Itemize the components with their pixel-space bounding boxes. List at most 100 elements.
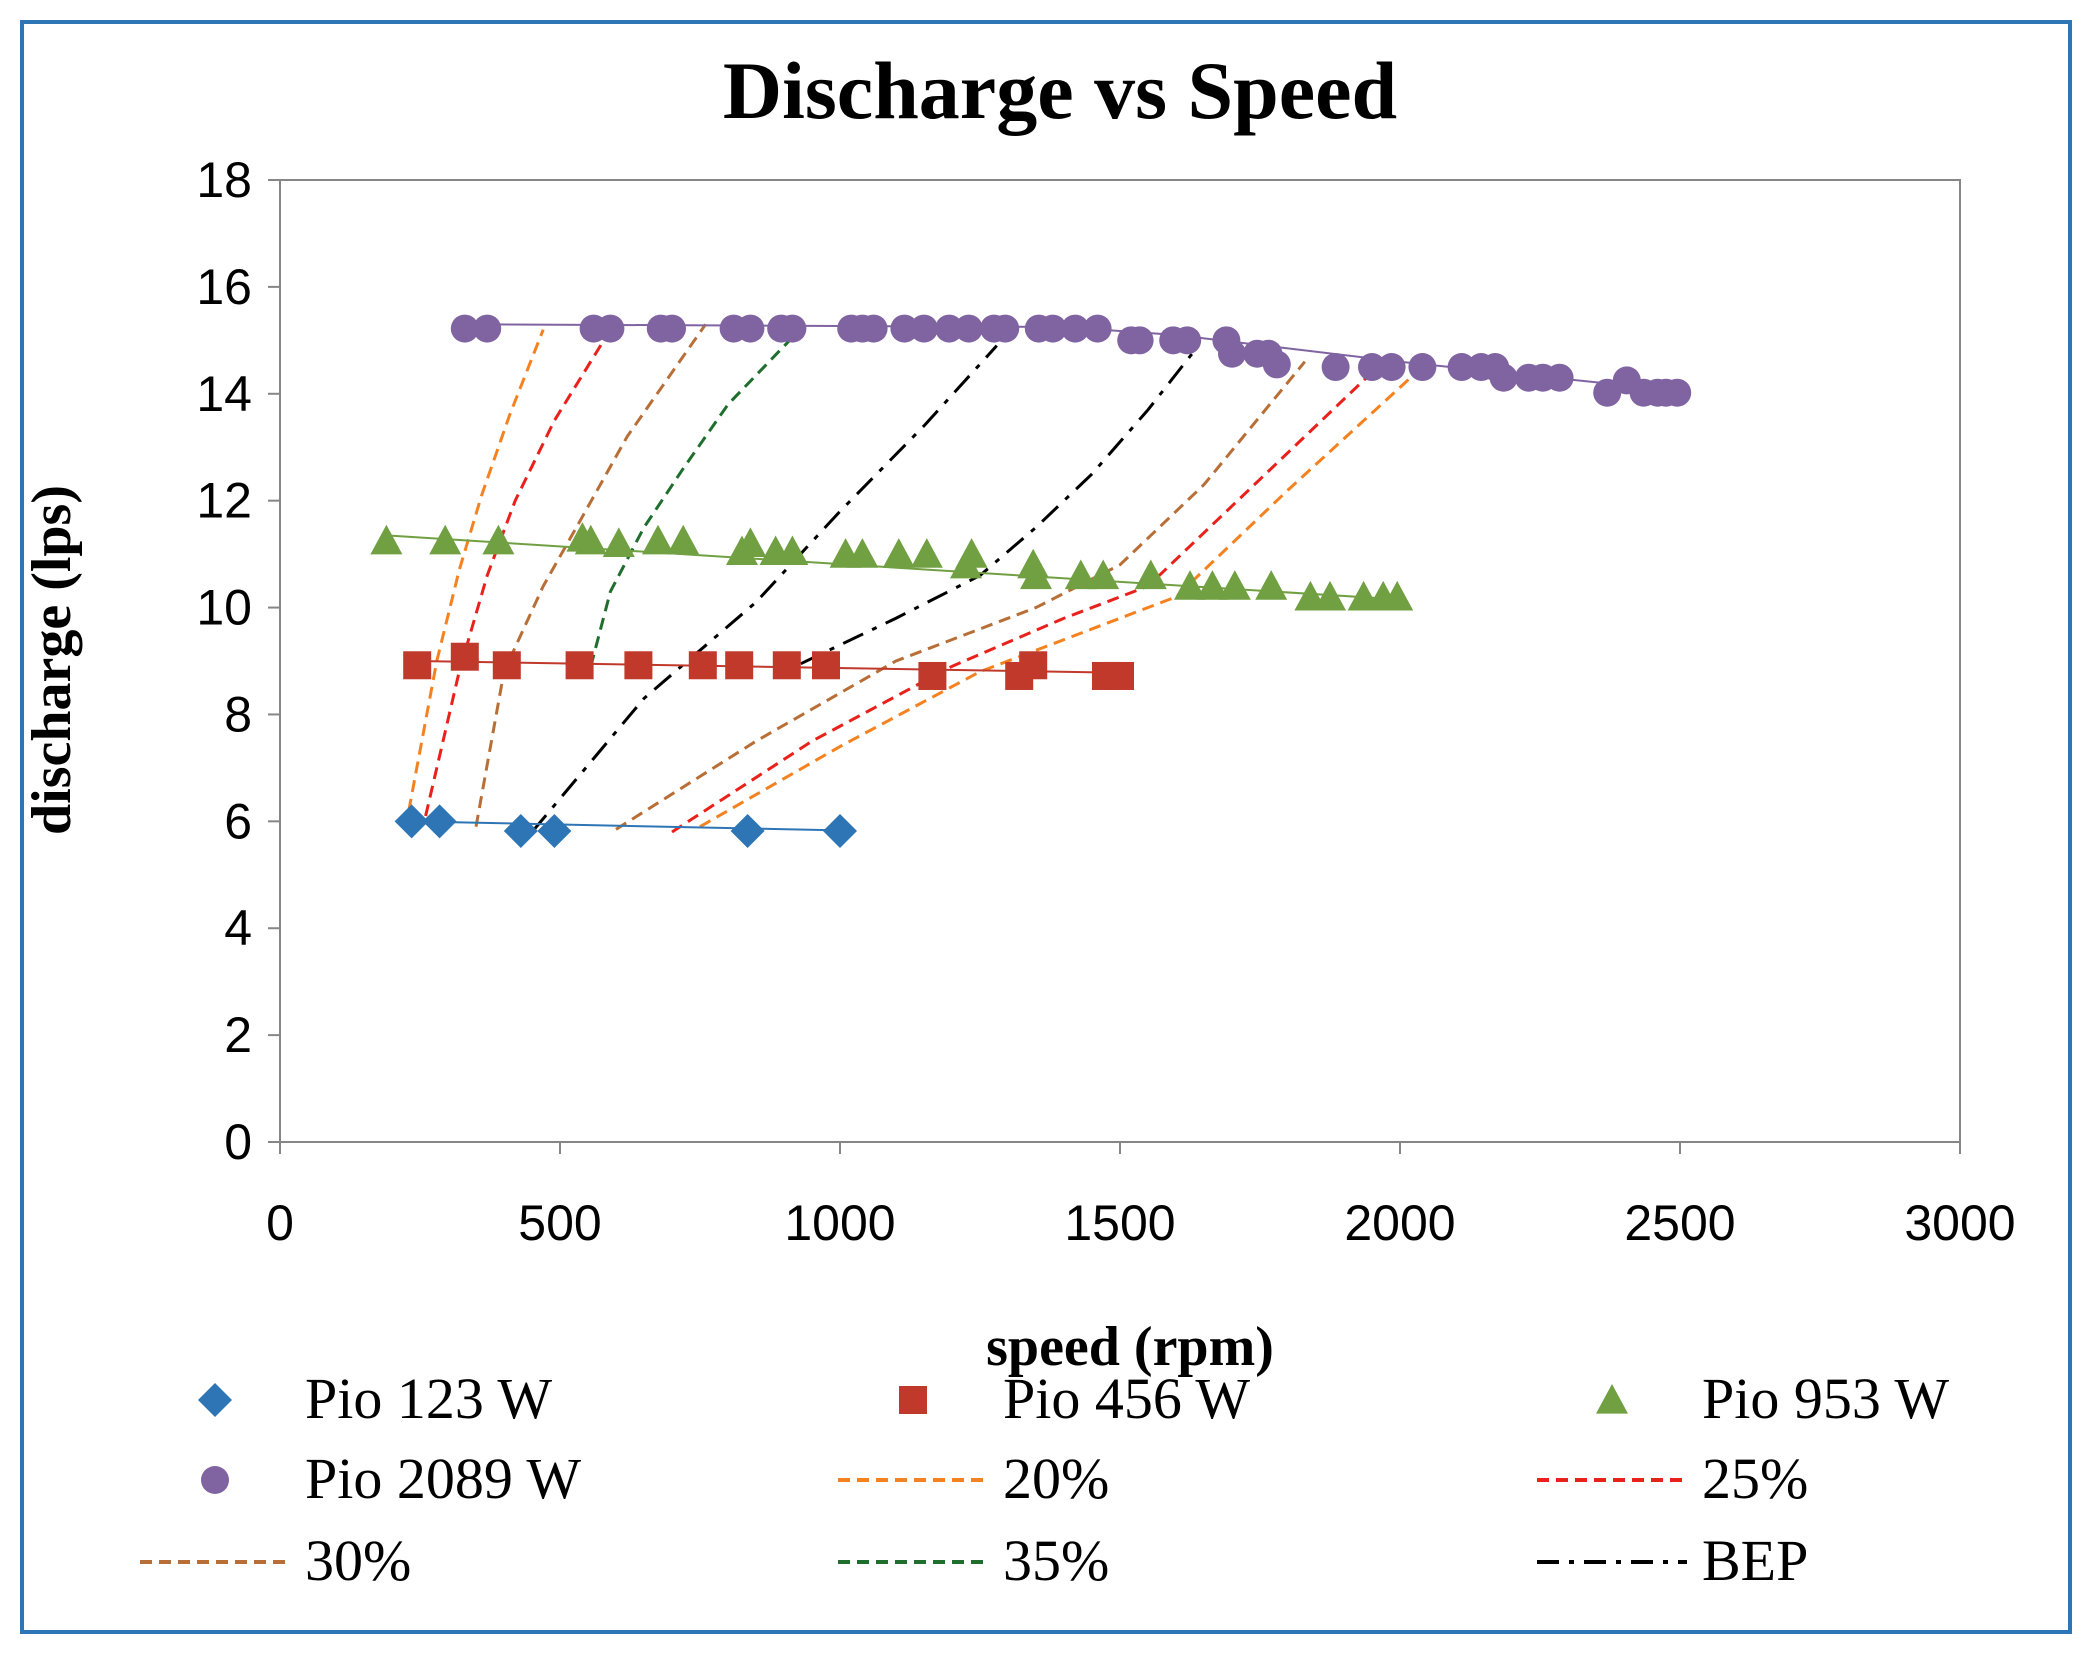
point-pio-953-w-23 bbox=[1174, 570, 1206, 600]
line-30pct-0 bbox=[474, 323, 707, 827]
point-pio-953-w-22 bbox=[1134, 559, 1167, 590]
point-pio-953-w-5 bbox=[602, 527, 635, 558]
legend-item-pio-2089-w: Pio 2089 W bbox=[201, 1446, 581, 1511]
legend-label-20pct: 20% bbox=[1003, 1446, 1109, 1511]
point-pio-2089-w-24 bbox=[1125, 326, 1154, 355]
series-pio-953-w bbox=[370, 522, 1414, 611]
legend-marker-pio-2089-w bbox=[201, 1466, 229, 1494]
point-pio-953-w-0 bbox=[370, 524, 403, 555]
y-tick-label-3: 6 bbox=[224, 793, 252, 849]
point-pio-456-w-5 bbox=[688, 651, 717, 680]
point-pio-953-w-21 bbox=[1087, 559, 1120, 590]
point-pio-123-w-2 bbox=[503, 813, 538, 848]
x-tick-label-4: 2000 bbox=[1344, 1195, 1455, 1251]
legend-item-bep: BEP bbox=[1537, 1528, 1808, 1593]
point-pio-953-w-9 bbox=[734, 527, 767, 558]
line-25pct-1 bbox=[671, 371, 1374, 834]
x-tick-label-0: 0 bbox=[266, 1195, 294, 1251]
trendline-pio-456-w bbox=[417, 660, 1121, 674]
point-pio-953-w-2 bbox=[482, 524, 515, 555]
point-pio-456-w-8 bbox=[812, 651, 840, 680]
point-pio-953-w-13 bbox=[846, 538, 879, 568]
y-axis-label: discharge (lps) bbox=[21, 485, 83, 835]
point-pio-2089-w-13 bbox=[890, 314, 919, 343]
point-pio-2089-w-28 bbox=[1218, 339, 1246, 368]
y-tick-label-9: 18 bbox=[196, 152, 252, 208]
point-pio-456-w-3 bbox=[565, 651, 594, 680]
point-pio-953-w-1 bbox=[429, 524, 462, 555]
legend-label-pio-953-w: Pio 953 W bbox=[1702, 1366, 1949, 1431]
legend-label-pio-456-w: Pio 456 W bbox=[1003, 1366, 1250, 1431]
legend-item-pio-953-w: Pio 953 W bbox=[1596, 1366, 1949, 1431]
line-bep-1 bbox=[800, 344, 1200, 666]
point-pio-2089-w-3 bbox=[596, 314, 625, 343]
chart-title: Discharge vs Speed bbox=[723, 45, 1397, 136]
point-pio-123-w-1 bbox=[422, 804, 457, 839]
point-pio-2089-w-26 bbox=[1173, 326, 1202, 355]
point-pio-953-w-31 bbox=[1381, 580, 1414, 611]
point-pio-2089-w-39 bbox=[1489, 363, 1518, 392]
point-pio-2089-w-16 bbox=[954, 314, 983, 343]
point-pio-953-w-24 bbox=[1196, 570, 1229, 600]
y-tick-label-8: 16 bbox=[196, 259, 252, 315]
y-tick-label-5: 10 bbox=[196, 580, 252, 636]
legend-item-20pct: 20% bbox=[838, 1446, 1109, 1511]
series-pio-456-w bbox=[403, 642, 1134, 690]
point-pio-2089-w-32 bbox=[1321, 353, 1350, 382]
point-pio-953-w-15 bbox=[910, 538, 943, 568]
y-tick-label-4: 8 bbox=[224, 686, 252, 742]
point-pio-2089-w-18 bbox=[991, 314, 1020, 343]
point-pio-953-w-26 bbox=[1255, 570, 1288, 600]
point-pio-456-w-9 bbox=[918, 661, 947, 690]
series-35pct bbox=[589, 339, 791, 667]
x-axis-label: speed (rpm) bbox=[986, 1316, 1274, 1378]
legend-label-25pct: 25% bbox=[1702, 1446, 1808, 1511]
y-tick-label-2: 4 bbox=[224, 900, 252, 956]
point-pio-2089-w-35 bbox=[1408, 353, 1437, 382]
line-20pct-1 bbox=[699, 360, 1430, 828]
series-30pct bbox=[474, 323, 1306, 831]
legend-marker-pio-953-w bbox=[1596, 1384, 1628, 1414]
point-pio-456-w-11 bbox=[1019, 651, 1048, 680]
line-30pct-1 bbox=[615, 360, 1306, 831]
plot-area bbox=[370, 314, 1692, 848]
y-tick-label-7: 14 bbox=[196, 366, 252, 422]
point-pio-953-w-28 bbox=[1314, 580, 1346, 611]
x-tick-label-3: 1500 bbox=[1064, 1195, 1175, 1251]
point-pio-2089-w-21 bbox=[1061, 314, 1090, 343]
point-pio-2089-w-20 bbox=[1038, 314, 1067, 343]
legend-label-pio-123-w: Pio 123 W bbox=[305, 1366, 552, 1431]
line-20pct-0 bbox=[407, 329, 545, 811]
point-pio-953-w-20 bbox=[1064, 559, 1097, 590]
legend-item-25pct: 25% bbox=[1537, 1446, 1808, 1511]
point-pio-123-w-5 bbox=[823, 813, 857, 848]
point-pio-2089-w-31 bbox=[1262, 350, 1291, 379]
point-pio-2089-w-5 bbox=[658, 314, 686, 343]
y-tick-label-0: 0 bbox=[224, 1114, 252, 1170]
point-pio-2089-w-36 bbox=[1447, 353, 1476, 382]
point-pio-953-w-4 bbox=[574, 524, 607, 555]
point-pio-953-w-6 bbox=[642, 524, 674, 555]
point-pio-2089-w-33 bbox=[1358, 353, 1386, 382]
x-tick-label-1: 500 bbox=[518, 1195, 601, 1251]
point-pio-456-w-2 bbox=[492, 651, 521, 680]
series-20pct bbox=[407, 329, 1430, 828]
trendline-pio-123-w bbox=[411, 820, 841, 832]
legend-label-35pct: 35% bbox=[1003, 1528, 1109, 1593]
legend-label-pio-2089-w: Pio 2089 W bbox=[305, 1446, 581, 1511]
point-pio-123-w-3 bbox=[537, 813, 572, 848]
point-pio-2089-w-9 bbox=[778, 314, 807, 343]
point-pio-123-w-0 bbox=[394, 804, 429, 839]
point-pio-2089-w-12 bbox=[859, 314, 888, 343]
legend-item-pio-123-w: Pio 123 W bbox=[198, 1366, 552, 1431]
point-pio-2089-w-1 bbox=[473, 314, 502, 343]
point-pio-2089-w-48 bbox=[1663, 378, 1692, 407]
x-tick-label-6: 3000 bbox=[1904, 1195, 2015, 1251]
legend-label-bep: BEP bbox=[1702, 1528, 1808, 1593]
point-pio-953-w-25 bbox=[1218, 570, 1251, 600]
y-tick-label-1: 2 bbox=[224, 1007, 252, 1063]
line-bep-0 bbox=[530, 344, 998, 833]
point-pio-2089-w-34 bbox=[1377, 353, 1406, 382]
point-pio-456-w-1 bbox=[450, 642, 479, 671]
